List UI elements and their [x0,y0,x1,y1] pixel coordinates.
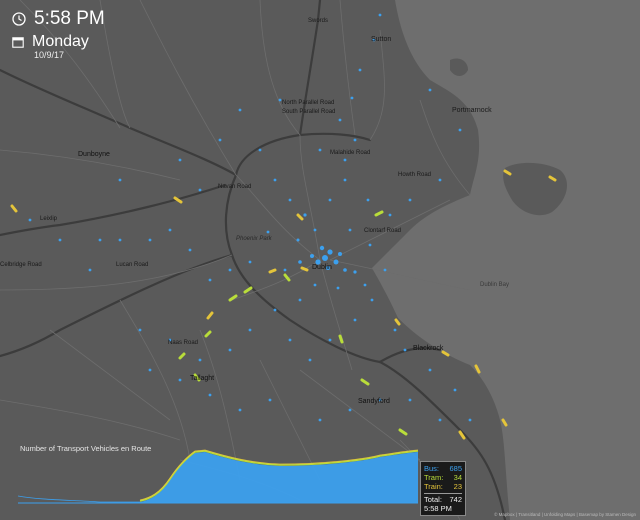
vehicle-stats-panel: Bus: 685 Tram: 34 Train: 23 Total: 742 5… [420,461,466,516]
tram-label: Tram: [424,473,444,482]
map-credit: © Mapbox | Transitland | Unfolding Maps … [494,512,636,517]
current-date: 10/9/17 [34,50,65,60]
train-edge [139,449,419,501]
stat-row-total: Total: 742 [424,493,462,504]
label-celbridge-road: Celbridge Road [0,262,42,268]
early-trace [17,495,140,503]
label-tallaght: Tallaght [190,375,215,382]
train-label: Train: [424,482,443,491]
vehicle-count-chart [17,449,419,504]
train-vehicles [10,169,557,440]
train-count: 23 [453,482,462,491]
tram-count: 34 [453,473,462,482]
label-leixlip: Leixlip [40,216,58,222]
total-count: 742 [449,495,462,504]
label-sutton: Sutton [371,36,392,43]
stat-row-tram: Tram: 34 [424,473,462,482]
label-blackrock: Blackrock [413,345,444,352]
current-time: 5:58 PM [34,8,105,29]
bus-area [18,452,418,503]
label-dunboyne: Dunboyne [78,151,110,158]
current-day: Monday [32,33,89,50]
stat-row-bus: Bus: 685 [424,464,462,473]
bus-count: 685 [449,464,462,473]
label-swords: Swords [308,18,329,24]
label-howth-road: Howth Road [398,172,432,178]
sea-area [372,0,640,520]
clock-panel: 5:58 PM Monday 10/9/17 [12,8,105,60]
label-naas-road: Naas Road [168,340,199,346]
bus-label: Bus: [424,464,440,473]
bus-vehicles [28,13,472,422]
label-clontarf-road: Clontarf Road [364,228,402,234]
island [450,58,468,76]
label-lucan-road: Lucan Road [116,262,149,268]
label-phoenix-park: Phoenix Park [236,236,272,242]
label-navan-road: Navan Road [218,184,252,190]
label-south-parallel-road: South Parallel Road [282,109,336,115]
label-sandyford: Sandyford [358,398,390,405]
tram-vehicles [178,210,408,436]
clock-icon [12,12,26,26]
total-label: Total: [424,495,442,504]
tram-edge [139,450,419,502]
label-portmarnock: Portmarnock [452,107,492,114]
label-north-parallel-road: North Parallel Road [282,100,335,106]
stats-time: 5:58 PM [424,504,452,513]
label-dublin: Dublin [312,264,332,271]
label-malahide-road: Malahide Road [330,150,371,156]
chart-title: Number of Transport Vehicles en Route [20,444,152,453]
roads [0,0,471,520]
stat-row-train: Train: 23 [424,482,462,491]
label-dublin-bay: Dublin Bay [480,282,510,288]
calendar-icon [12,37,24,48]
